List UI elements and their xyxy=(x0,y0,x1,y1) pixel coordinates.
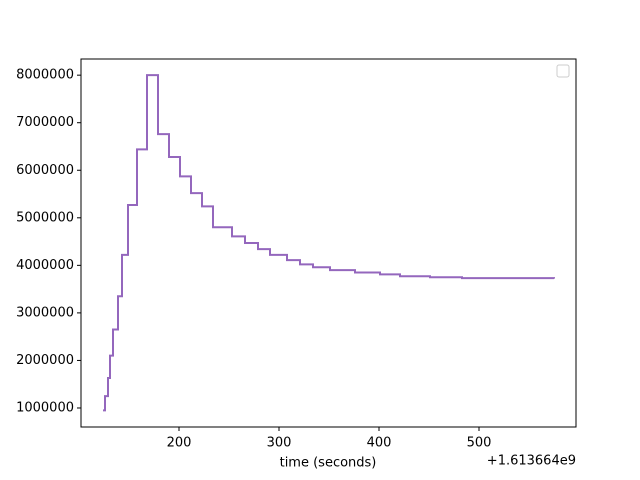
y-tick-label: 6000000 xyxy=(16,163,74,178)
y-tick-label: 2000000 xyxy=(16,353,74,368)
x-offset-label: +1.613664e9 xyxy=(487,454,576,469)
x-tick-label: 400 xyxy=(367,436,392,451)
y-tick-label: 4000000 xyxy=(16,258,74,273)
y-tick-label: 3000000 xyxy=(16,305,74,320)
plot-frame xyxy=(80,58,577,428)
x-tick-label: 200 xyxy=(167,436,192,451)
y-tick-label: 1000000 xyxy=(16,400,74,415)
x-tick-label: 500 xyxy=(467,436,492,451)
legend-box xyxy=(556,64,570,78)
data-line xyxy=(103,74,555,412)
y-tick-label: 7000000 xyxy=(16,115,74,130)
y-tick-label: 8000000 xyxy=(16,68,74,83)
x-tick-label: 300 xyxy=(267,436,292,451)
x-axis-label: time (seconds) xyxy=(280,456,377,471)
y-tick-label: 5000000 xyxy=(16,210,74,225)
